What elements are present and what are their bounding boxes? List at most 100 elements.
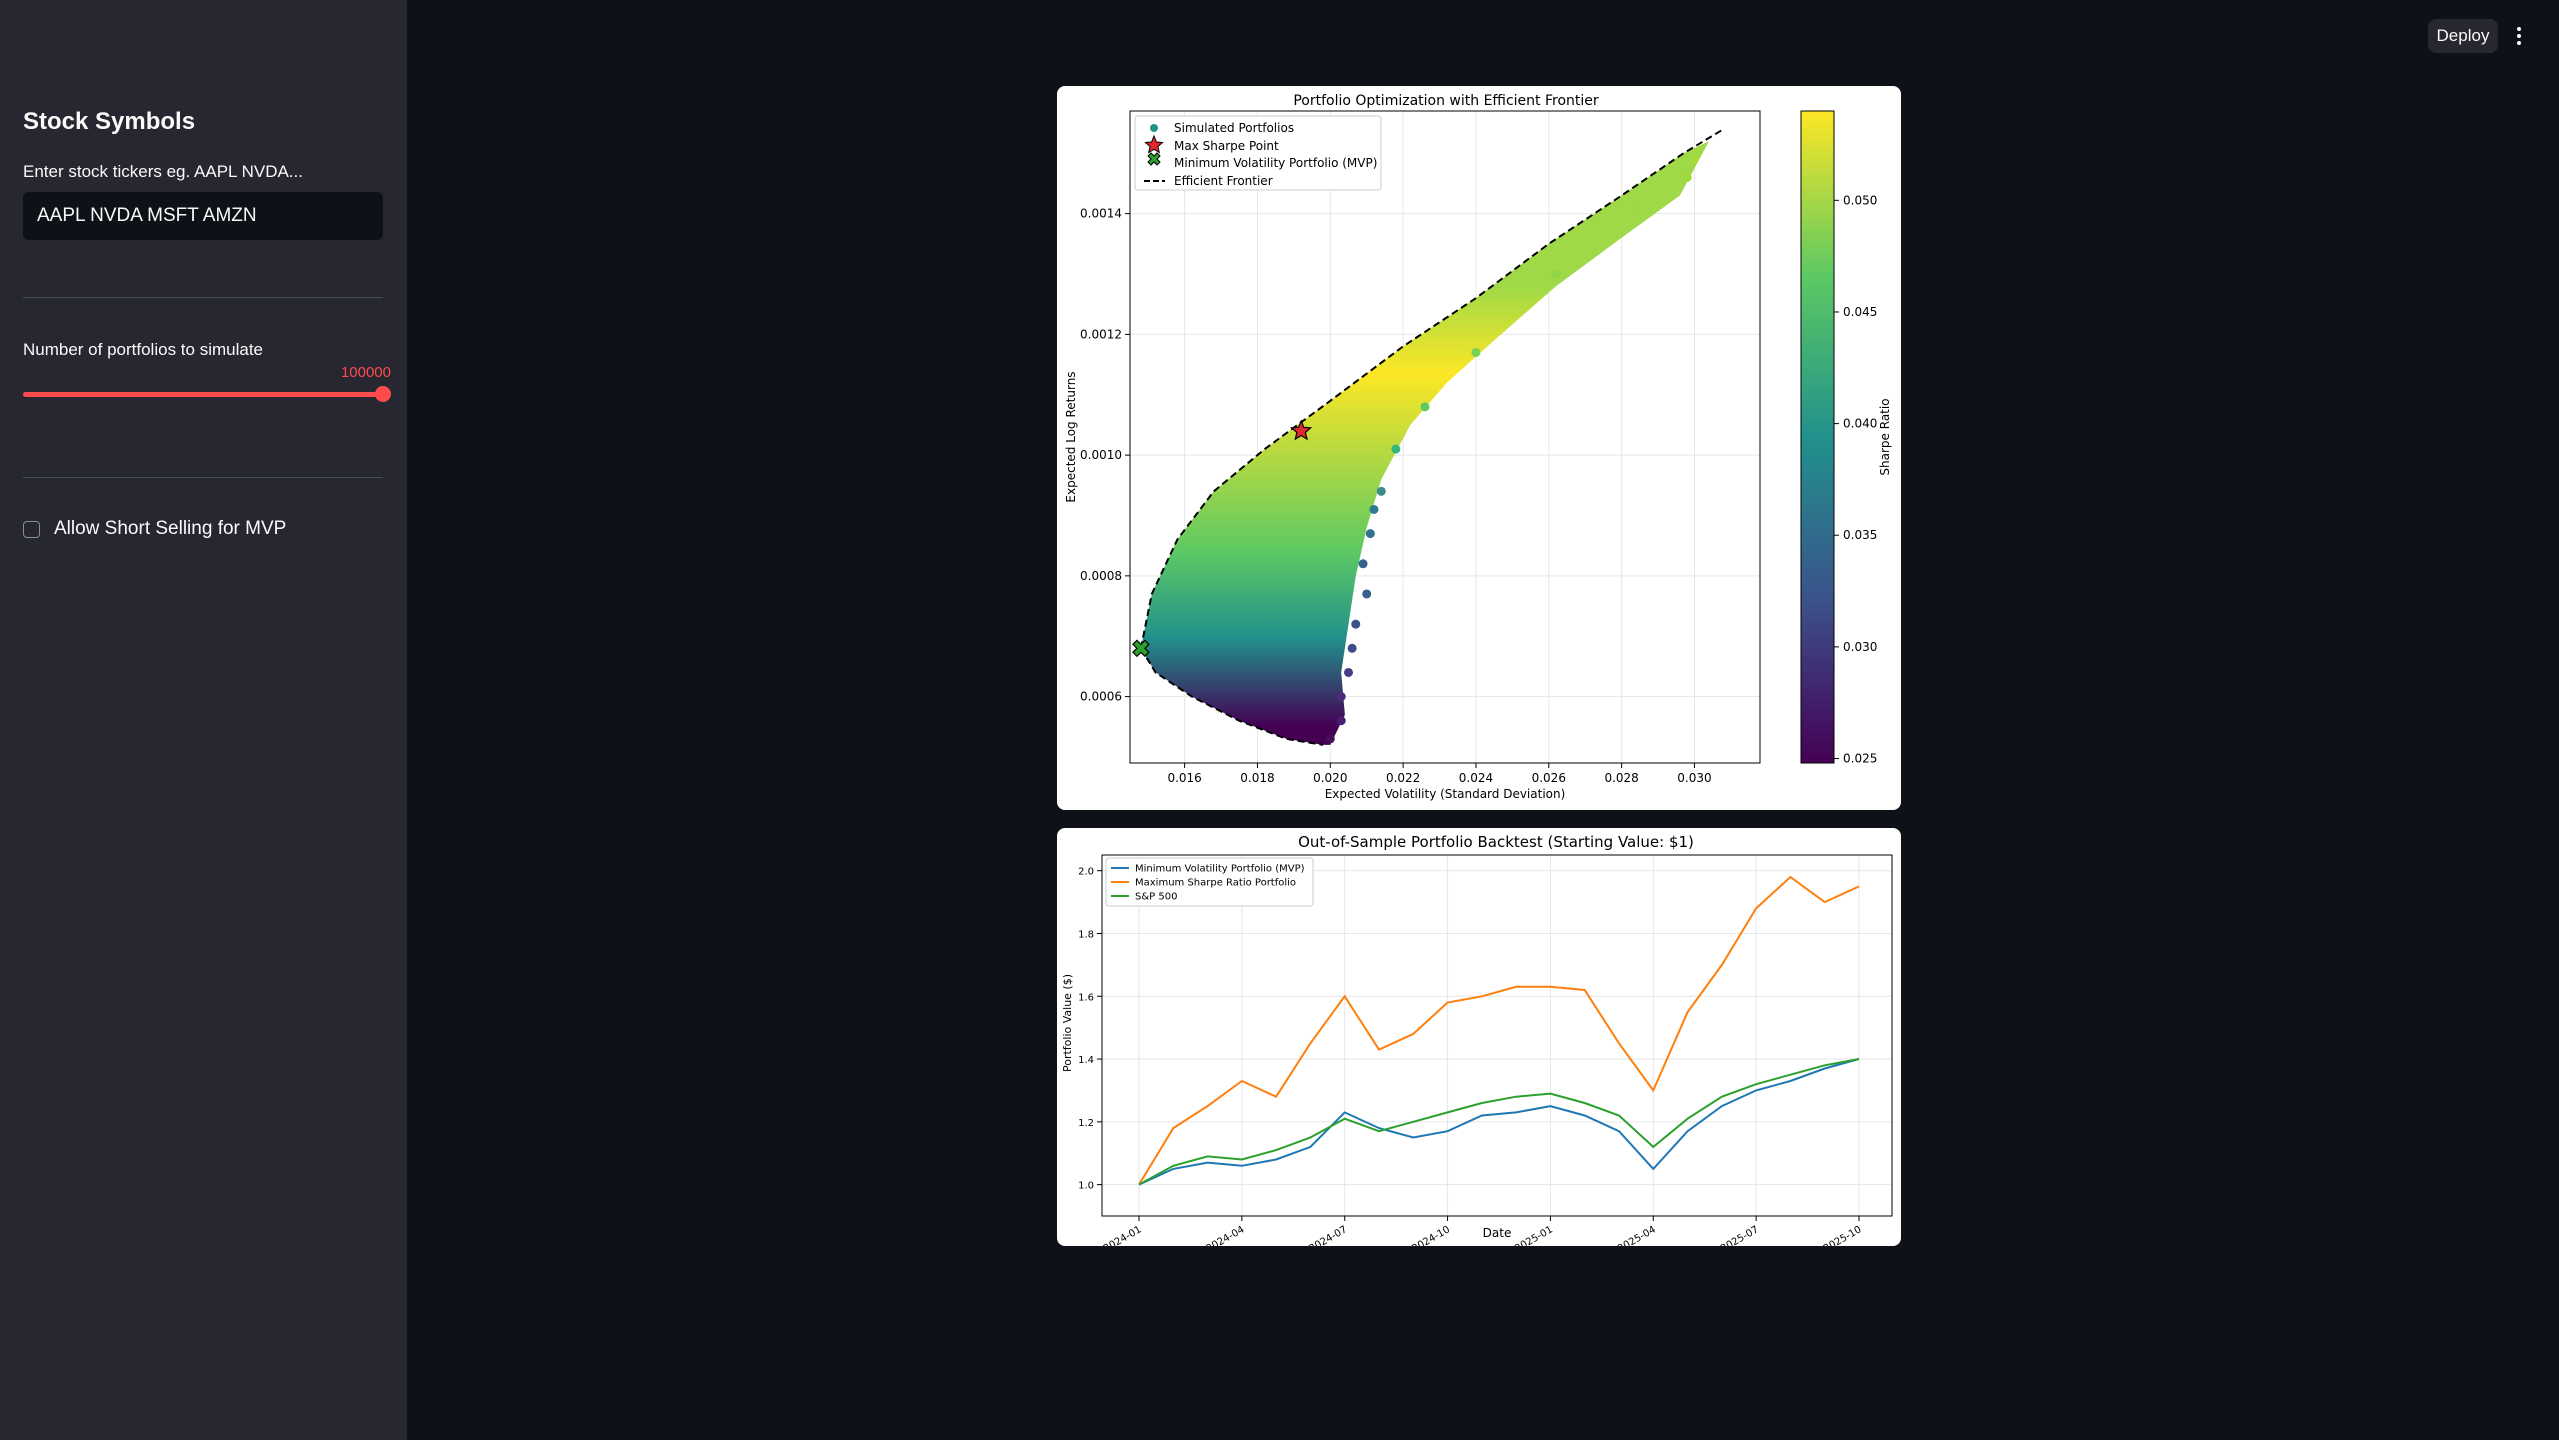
simulated-portfolio-dot [1471,347,1481,357]
sidebar: Stock Symbols Enter stock tickers eg. AA… [0,0,407,1440]
simulated-portfolios-cloud [1140,141,1709,745]
colorbar-tick-label: 0.025 [1843,752,1877,766]
y-tick-label: 1.6 [1078,992,1094,1003]
y-tick-label: 1.8 [1078,929,1094,940]
simulated-portfolio-dot [1347,643,1357,653]
x-tick-label: 2024-01 [1102,1224,1144,1246]
efficient-frontier-chart: Portfolio Optimization with Efficient Fr… [1064,93,1892,801]
colorbar [1800,110,1835,764]
x-tick-label: 2025-07 [1719,1224,1761,1246]
y-axis-label: Portfolio Value ($) [1061,974,1074,1072]
short-selling-label[interactable]: Allow Short Selling for MVP [54,518,287,539]
max-sharpe-marker [1290,419,1313,441]
simulated-portfolio-dot [1365,529,1375,539]
simulated-portfolio-dot [1682,172,1692,182]
y-tick-label: 1.4 [1078,1055,1094,1066]
simulated-portfolio-dot [1376,486,1386,496]
slider-thumb[interactable] [375,386,391,402]
plot-frame [1129,110,1761,764]
tickers-input[interactable]: AAPL NVDA MSFT AMZN [23,192,383,240]
y-tick-label: 0.0008 [1080,569,1122,583]
colorbar-tick-label: 0.050 [1843,193,1877,207]
x-tick-label: 0.018 [1240,771,1274,785]
chart-title: Portfolio Optimization with Efficient Fr… [1293,93,1599,109]
simulated-portfolio-dot [1369,504,1379,514]
backtest-chart-card: Out-of-Sample Portfolio Backtest (Starti… [1057,828,1901,1255]
mvp-x-marker [1132,639,1150,658]
x-tick-label: 0.028 [1604,771,1638,785]
simulated-portfolio-dot [1635,203,1645,213]
sidebar-divider [23,477,383,478]
y-axis-label: Expected Log Returns [1064,371,1078,502]
legend-item-1: Maximum Sharpe Ratio Portfolio [1135,878,1296,889]
x-tick-label: 2024-07 [1308,1224,1350,1246]
legend-items: Minimum Volatility Portfolio (MVP) Maximu… [1111,864,1305,903]
simulated-portfolio-dot [1358,559,1368,569]
simulated-portfolio-dot [1336,716,1346,726]
y-tick-label: 0.0014 [1080,207,1122,221]
x-tick-label: 0.024 [1459,771,1493,785]
x-tick-label: 0.026 [1532,771,1566,785]
simulated-portfolio-dot [1420,402,1430,412]
tickers-label: Enter stock tickers eg. AAPL NVDA... [23,162,303,181]
simulated-portfolio-dot [1689,154,1699,164]
legend-item-2: S&P 500 [1135,892,1177,903]
x-tick-label: 0.020 [1313,771,1347,785]
legend: Simulated Portfolios Max Sharpe Point Mi… [1134,115,1382,191]
y-tick-label: 0.0010 [1080,448,1122,462]
x-tick-label: 2025-04 [1616,1224,1658,1246]
kebab-menu-icon[interactable] [2512,22,2526,50]
simulated-portfolio-dot [1551,269,1561,279]
legend-marker-simulated [1150,124,1158,132]
short-selling-checkbox[interactable] [23,521,40,538]
series-line-1 [1138,875,1860,1186]
y-tick-label: 0.0012 [1080,327,1122,341]
simulated-portfolio-dot [1391,444,1401,454]
x-axis-ticks: 0.016 0.018 0.020 0.022 0.024 0.026 0.028 0.030 [1167,763,1712,785]
legend-item-frontier: Efficient Frontier [1174,174,1273,188]
simulated-portfolio-dot [1343,667,1353,677]
series-line-0 [1138,1058,1860,1186]
legend-box [1105,857,1314,907]
x-tick-label: 0.030 [1677,771,1711,785]
legend-item-mvp: Minimum Volatility Portfolio (MVP) [1174,156,1377,170]
legend-item-max-sharpe: Max Sharpe Point [1174,139,1279,153]
tickers-input-value: AAPL NVDA MSFT AMZN [37,205,257,226]
simulated-portfolio-dot [1336,692,1346,702]
slider-value: 100000 [340,364,391,381]
colorbar-tick-label: 0.030 [1843,640,1877,654]
x-axis-label: Date [1483,1226,1512,1240]
sidebar-divider [23,297,383,298]
series-line-2 [1138,1058,1860,1186]
plot-frame [1101,854,1893,1217]
x-tick-label: 2024-10 [1410,1224,1452,1246]
sidebar-title: Stock Symbols [23,108,196,135]
x-tick-label: 0.016 [1167,771,1201,785]
x-tick-label: 2025-10 [1822,1224,1864,1246]
chart-title: Out-of-Sample Portfolio Backtest (Starti… [1298,833,1694,851]
grid [1130,111,1760,763]
y-tick-label: 2.0 [1078,867,1094,878]
simulated-portfolio-points [1325,154,1699,744]
x-tick-label: 2024-04 [1205,1224,1247,1246]
legend-x-icon [1147,152,1161,166]
colorbar-tick-label: 0.045 [1843,305,1877,319]
legend-item-0: Minimum Volatility Portfolio (MVP) [1135,864,1305,875]
efficient-frontier-line [1139,128,1725,649]
colorbar-ticks: 0.025 0.030 0.035 0.040 0.045 0.050 [1834,193,1877,766]
y-axis-ticks: 0.0006 0.0008 0.0010 0.0012 0.0014 [1080,207,1130,704]
deploy-button[interactable]: Deploy [2428,19,2498,53]
colorbar-label: Sharpe Ratio [1878,398,1892,475]
x-axis-label: Expected Volatility (Standard Deviation) [1325,787,1566,801]
legend: Minimum Volatility Portfolio (MVP) Maximu… [1105,857,1314,907]
y-tick-label: 0.0006 [1080,690,1122,704]
max-sharpe-star [1290,419,1313,441]
legend-item-simulated: Simulated Portfolios [1174,121,1294,135]
portfolio-count-slider[interactable] [23,392,383,397]
grid [1102,855,1892,1216]
x-tick-label: 0.022 [1386,771,1420,785]
legend-star-icon [1144,134,1164,154]
colorbar-tick-label: 0.040 [1843,417,1877,431]
y-axis-ticks: 1.0 1.2 1.4 1.6 1.8 2.0 [1078,867,1102,1192]
simulated-portfolio-dot [1351,619,1361,629]
